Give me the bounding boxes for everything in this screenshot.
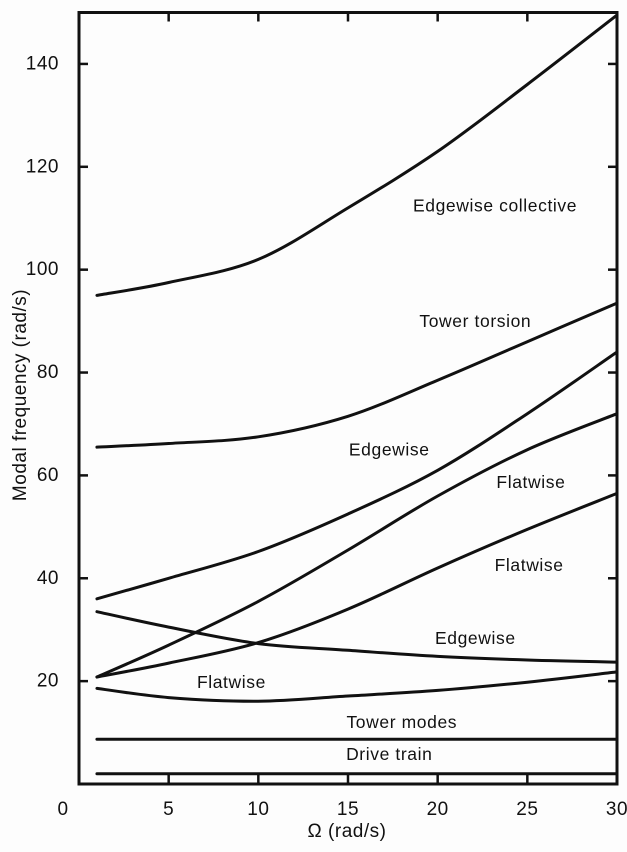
y-tick-label: 20 xyxy=(37,671,59,692)
x-tick-label: 0 xyxy=(57,799,68,820)
y-tick-label: 60 xyxy=(37,465,59,486)
y-tick-label: 80 xyxy=(37,362,59,383)
y-axis-title: Modal frequency (rad/s) xyxy=(10,288,31,502)
y-tick-label: 40 xyxy=(37,568,59,589)
series-line-flatwise xyxy=(95,412,619,679)
series-line-flatwise xyxy=(95,491,619,679)
curve-label: Tower modes xyxy=(346,712,457,732)
curve-label: Flatwise xyxy=(495,555,564,575)
curve-label: Flatwise xyxy=(496,472,565,492)
y-tick-label: 140 xyxy=(26,53,59,74)
series-line-edgewise xyxy=(95,610,619,664)
x-axis-title: Ω (rad/s) xyxy=(307,821,387,842)
series-line-edgewise xyxy=(95,350,619,601)
series-line-tower-torsion xyxy=(95,301,619,449)
x-tick-label: 5 xyxy=(163,799,174,820)
y-tick-label: 120 xyxy=(26,156,59,177)
curve-label: Edgewise collective xyxy=(413,195,577,215)
curve-label: Tower torsion xyxy=(419,311,531,331)
x-tick-label: 25 xyxy=(516,799,538,820)
curve-label: Flatwise xyxy=(197,672,266,692)
curve-label: Drive train xyxy=(346,744,432,764)
axes-frame xyxy=(77,11,619,786)
x-tick-label: 30 xyxy=(606,799,627,820)
curve-label: Edgewise xyxy=(435,628,516,648)
y-tick-label: 100 xyxy=(26,259,59,280)
x-tick-label: 20 xyxy=(427,799,449,820)
series-line-edgewise-collective xyxy=(95,13,619,297)
x-tick-label: 15 xyxy=(337,799,359,820)
x-tick-label: 10 xyxy=(247,799,269,820)
series-line-flatwise xyxy=(95,670,619,703)
curve-label: Edgewise xyxy=(349,440,430,460)
